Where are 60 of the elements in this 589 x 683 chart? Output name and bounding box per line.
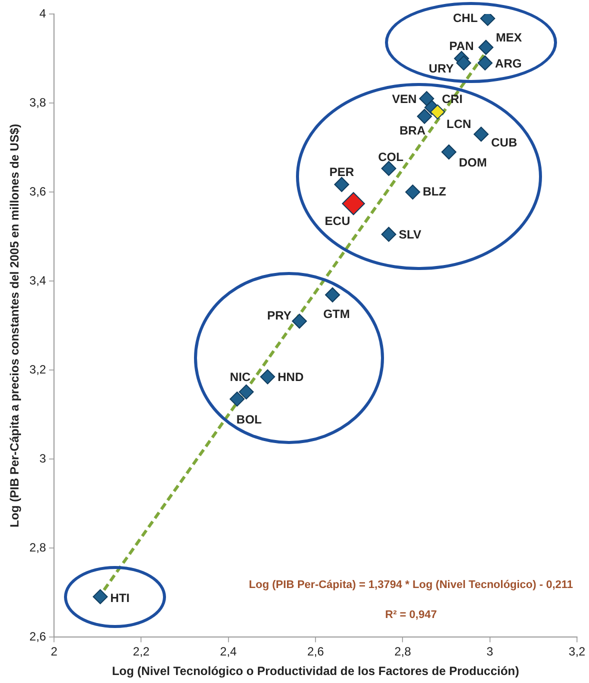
- point: [92, 589, 108, 604]
- point: [416, 108, 432, 124]
- annotation: HND: [278, 370, 304, 384]
- annotation: ARG: [495, 56, 522, 70]
- annotation: BOL: [236, 412, 262, 426]
- x-tick-label: 3: [486, 644, 494, 659]
- y-axis-title: Log (PIB Per-Cápita a precios constantes del 2005 en millones de US$): [8, 124, 22, 528]
- point: [292, 314, 307, 329]
- annotation: BRA: [399, 124, 426, 138]
- x-tick-label: 2: [50, 644, 58, 659]
- annotation: URY: [428, 61, 454, 76]
- annotation: MEX: [496, 30, 522, 45]
- annotation: COL: [378, 150, 404, 164]
- annotation: CHL: [452, 10, 478, 25]
- point: [430, 104, 446, 120]
- annotation: GTM: [323, 307, 350, 322]
- point: [238, 384, 254, 400]
- annotation: DOM: [458, 155, 487, 170]
- y-tick-label: 3,8: [29, 95, 46, 110]
- y-tick-label: 2,8: [29, 540, 46, 554]
- y-tick-label: 3,2: [29, 362, 46, 376]
- annotation: Log (PIB Per-Cápita) = 1,3794 * Log (Nivel Tecnológico) - 0,211: [248, 579, 574, 592]
- annotation: VEN: [392, 92, 417, 106]
- annotation: PAN: [449, 38, 474, 53]
- y-tick-label: 3,4: [29, 273, 46, 288]
- point: [478, 40, 494, 55]
- point: [260, 369, 276, 384]
- annotation: LCN: [446, 117, 472, 132]
- point: [441, 144, 456, 160]
- point: [405, 184, 420, 200]
- annotation: PRY: [267, 308, 292, 322]
- point: [474, 126, 489, 142]
- annotation: HTI: [110, 591, 130, 606]
- y-tick-label: 2,6: [29, 630, 46, 644]
- y-tick-label: 3: [39, 451, 46, 466]
- point: [419, 91, 434, 106]
- annotation: BLZ: [422, 184, 446, 198]
- annotation: R² = 0,947: [385, 609, 437, 622]
- point: [230, 392, 245, 407]
- point: [342, 192, 365, 216]
- annotation: SLV: [398, 228, 422, 242]
- x-tick-label: 3,2: [568, 644, 586, 659]
- point: [456, 55, 472, 70]
- annotation: CRI: [442, 92, 463, 106]
- x-tick-label: 2,2: [132, 644, 150, 659]
- annotation: ECU: [324, 214, 350, 228]
- point: [478, 55, 493, 70]
- x-tick-label: 2,8: [394, 644, 412, 659]
- y-tick-label: 3,6: [29, 184, 46, 198]
- x-tick-label: 2,4: [220, 644, 238, 659]
- annotation: PER: [329, 164, 354, 179]
- point: [381, 160, 396, 176]
- annotation: CUB: [491, 136, 518, 150]
- x-axis-title: Log (Nivel Tecnológico o Productividad de los Factores de Producción): [112, 664, 520, 678]
- point: [334, 176, 350, 192]
- point: [325, 287, 340, 302]
- point: [381, 226, 396, 242]
- x-tick-label: 2,6: [307, 644, 324, 659]
- y-tick-label: 4: [39, 6, 46, 20]
- annotation: NIC: [230, 370, 251, 384]
